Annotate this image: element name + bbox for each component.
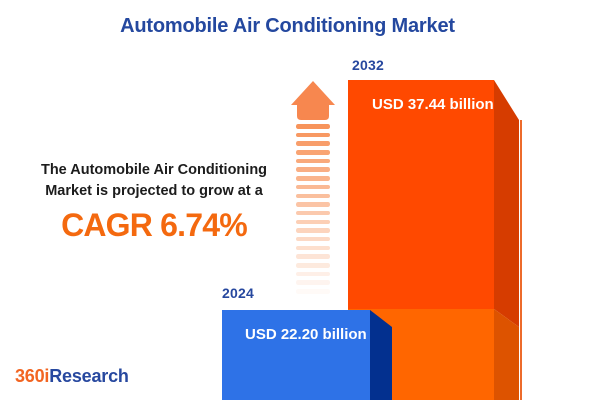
- bar-2032-front-face: [348, 80, 494, 309]
- bar-2032-side-face: [494, 80, 519, 327]
- page-title: Automobile Air Conditioning Market: [120, 15, 455, 37]
- growth-arrow-stripe: [296, 132, 330, 138]
- growth-arrow-head-icon: [291, 81, 335, 120]
- bar-2032: [348, 80, 522, 400]
- growth-arrow-stripe: [296, 167, 330, 172]
- description-line-1: The Automobile Air Conditioning: [40, 162, 268, 178]
- growth-arrow-stripe: [296, 158, 330, 164]
- bar-2024-front-face: [222, 310, 370, 400]
- description-line-2: Market is projected to grow at a: [45, 183, 263, 199]
- bar-2032-edge-line: [520, 120, 522, 400]
- growth-arrow-stripe: [296, 289, 330, 294]
- growth-arrow-stripe: [296, 263, 330, 268]
- growth-arrow-stripe: [296, 184, 330, 190]
- year-label-2024: 2024: [222, 285, 254, 301]
- growth-arrow-stripe: [296, 236, 330, 242]
- growth-arrow-stripe: [296, 210, 330, 216]
- logo-360iresearch: 360iResearch: [15, 366, 129, 387]
- growth-arrow-stripe: [296, 193, 330, 198]
- growth-arrow-stripe: [296, 176, 330, 181]
- bar-2024-side-face: [370, 310, 392, 400]
- growth-arrow-stripes: [290, 124, 336, 294]
- logo-suffix: Research: [49, 366, 129, 386]
- bar-value-2032: USD 37.44 billion: [372, 96, 494, 113]
- growth-arrow-stripe: [296, 141, 330, 146]
- bar-2024: [222, 310, 392, 400]
- growth-arrow-icon: [290, 80, 336, 298]
- growth-arrow-stripe: [296, 202, 330, 207]
- growth-arrow-stripe: [296, 254, 330, 259]
- bar-2032-side-face-overlap: [494, 309, 519, 400]
- growth-arrow-stripe: [296, 271, 330, 277]
- logo-prefix: 360i: [15, 366, 50, 386]
- growth-arrow-stripe: [296, 228, 330, 233]
- growth-arrow-stripe: [296, 280, 330, 285]
- cagr-value: CAGR 6.74%: [61, 207, 248, 243]
- growth-arrow-stripe: [296, 124, 330, 129]
- growth-arrow-stripe: [296, 219, 330, 225]
- bar-value-2024: USD 22.20 billion: [245, 326, 367, 343]
- description-block: The Automobile Air Conditioning Market i…: [28, 160, 280, 244]
- year-label-2032: 2032: [352, 57, 384, 73]
- growth-arrow-stripe: [296, 245, 330, 251]
- growth-arrow-stripe: [296, 150, 330, 155]
